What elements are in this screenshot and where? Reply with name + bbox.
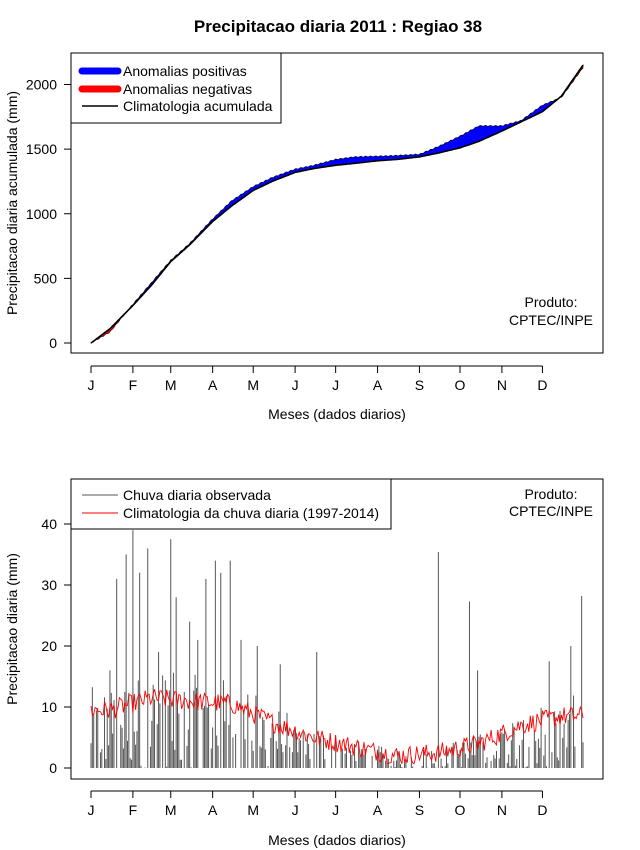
x-tick-label: A xyxy=(208,802,218,818)
x-tick-label: F xyxy=(129,377,138,393)
top-x-axis-label: Meses (dados diarios) xyxy=(268,406,406,422)
x-tick-label: J xyxy=(332,377,339,393)
chart-title: Precipitacao diaria 2011 : Regiao 38 xyxy=(194,17,482,36)
x-tick-label: N xyxy=(497,802,507,818)
x-tick-label: O xyxy=(455,802,466,818)
x-tick-label: J xyxy=(292,802,299,818)
bottom-y-axis-label: Precipitacao diaria (mm) xyxy=(4,553,20,705)
y-tick-label: 0 xyxy=(49,760,57,776)
x-tick-label: M xyxy=(165,802,177,818)
y-tick-label: 1500 xyxy=(26,141,57,157)
y-tick-label: 10 xyxy=(41,699,57,715)
x-tick-label: S xyxy=(415,802,424,818)
cumulative-climatology-line xyxy=(90,64,584,344)
y-tick-label: 30 xyxy=(41,577,57,593)
x-tick-label: J xyxy=(332,802,339,818)
y-tick-label: 2000 xyxy=(26,77,57,93)
bottom-legend-box xyxy=(70,478,392,530)
bottom-x-axis-label: Meses (dados diarios) xyxy=(268,832,406,848)
top-chart: 0 500 1000 1500 2000 J F M A M J J A S O N D Precipitac… xyxy=(4,52,604,422)
x-tick-label: M xyxy=(247,802,259,818)
x-tick-label: O xyxy=(455,377,466,393)
positive-anomaly-area xyxy=(127,98,558,312)
bottom-product-label-1: Produto: xyxy=(525,486,578,502)
x-tick-label: S xyxy=(415,377,424,393)
x-tick-label: M xyxy=(247,377,259,393)
x-tick-label: A xyxy=(208,377,218,393)
x-tick-label: D xyxy=(537,377,547,393)
x-tick-label: J xyxy=(88,802,95,818)
legend-observed-rain-label: Chuva diaria observada xyxy=(123,487,271,503)
top-y-axis-label: Precipitacao diaria acumulada (mm) xyxy=(4,91,20,315)
bottom-chart: 0 10 20 30 40 J F M A M J J A S O N D Precipitacao diar… xyxy=(4,478,604,848)
bottom-legend: Chuva diaria observada Climatologia da c… xyxy=(70,478,392,530)
top-product-label-2: CPTEC/INPE xyxy=(509,312,593,328)
y-tick-label: 0 xyxy=(49,335,57,351)
x-tick-label: M xyxy=(165,377,177,393)
x-tick-label: A xyxy=(373,802,383,818)
top-product-label-1: Produto: xyxy=(525,294,578,310)
daily-rain-bars xyxy=(90,530,584,768)
top-y-axis: 0 500 1000 1500 2000 xyxy=(26,77,72,351)
daily-climatology-line xyxy=(90,689,584,765)
top-legend: Anomalias positivas Anomalias negativas … xyxy=(70,52,282,124)
y-tick-label: 500 xyxy=(34,270,58,286)
x-tick-label: J xyxy=(88,377,95,393)
y-tick-label: 40 xyxy=(41,516,57,532)
y-tick-label: 20 xyxy=(41,638,57,654)
x-tick-label: N xyxy=(497,377,507,393)
y-tick-label: 1000 xyxy=(26,206,57,222)
legend-positive-label: Anomalias positivas xyxy=(123,63,247,79)
bottom-y-axis: 0 10 20 30 40 xyxy=(41,516,72,776)
bottom-product-label-2: CPTEC/INPE xyxy=(509,503,593,519)
top-legend-box xyxy=(70,52,282,124)
x-tick-label: A xyxy=(373,377,383,393)
x-tick-label: J xyxy=(292,377,299,393)
legend-negative-label: Anomalias negativas xyxy=(123,81,252,97)
x-tick-label: F xyxy=(129,802,138,818)
legend-clim-rain-label: Climatologia da chuva diaria (1997-2014) xyxy=(123,505,379,521)
x-tick-label: D xyxy=(537,802,547,818)
legend-climatology-label: Climatologia acumulada xyxy=(123,98,273,114)
